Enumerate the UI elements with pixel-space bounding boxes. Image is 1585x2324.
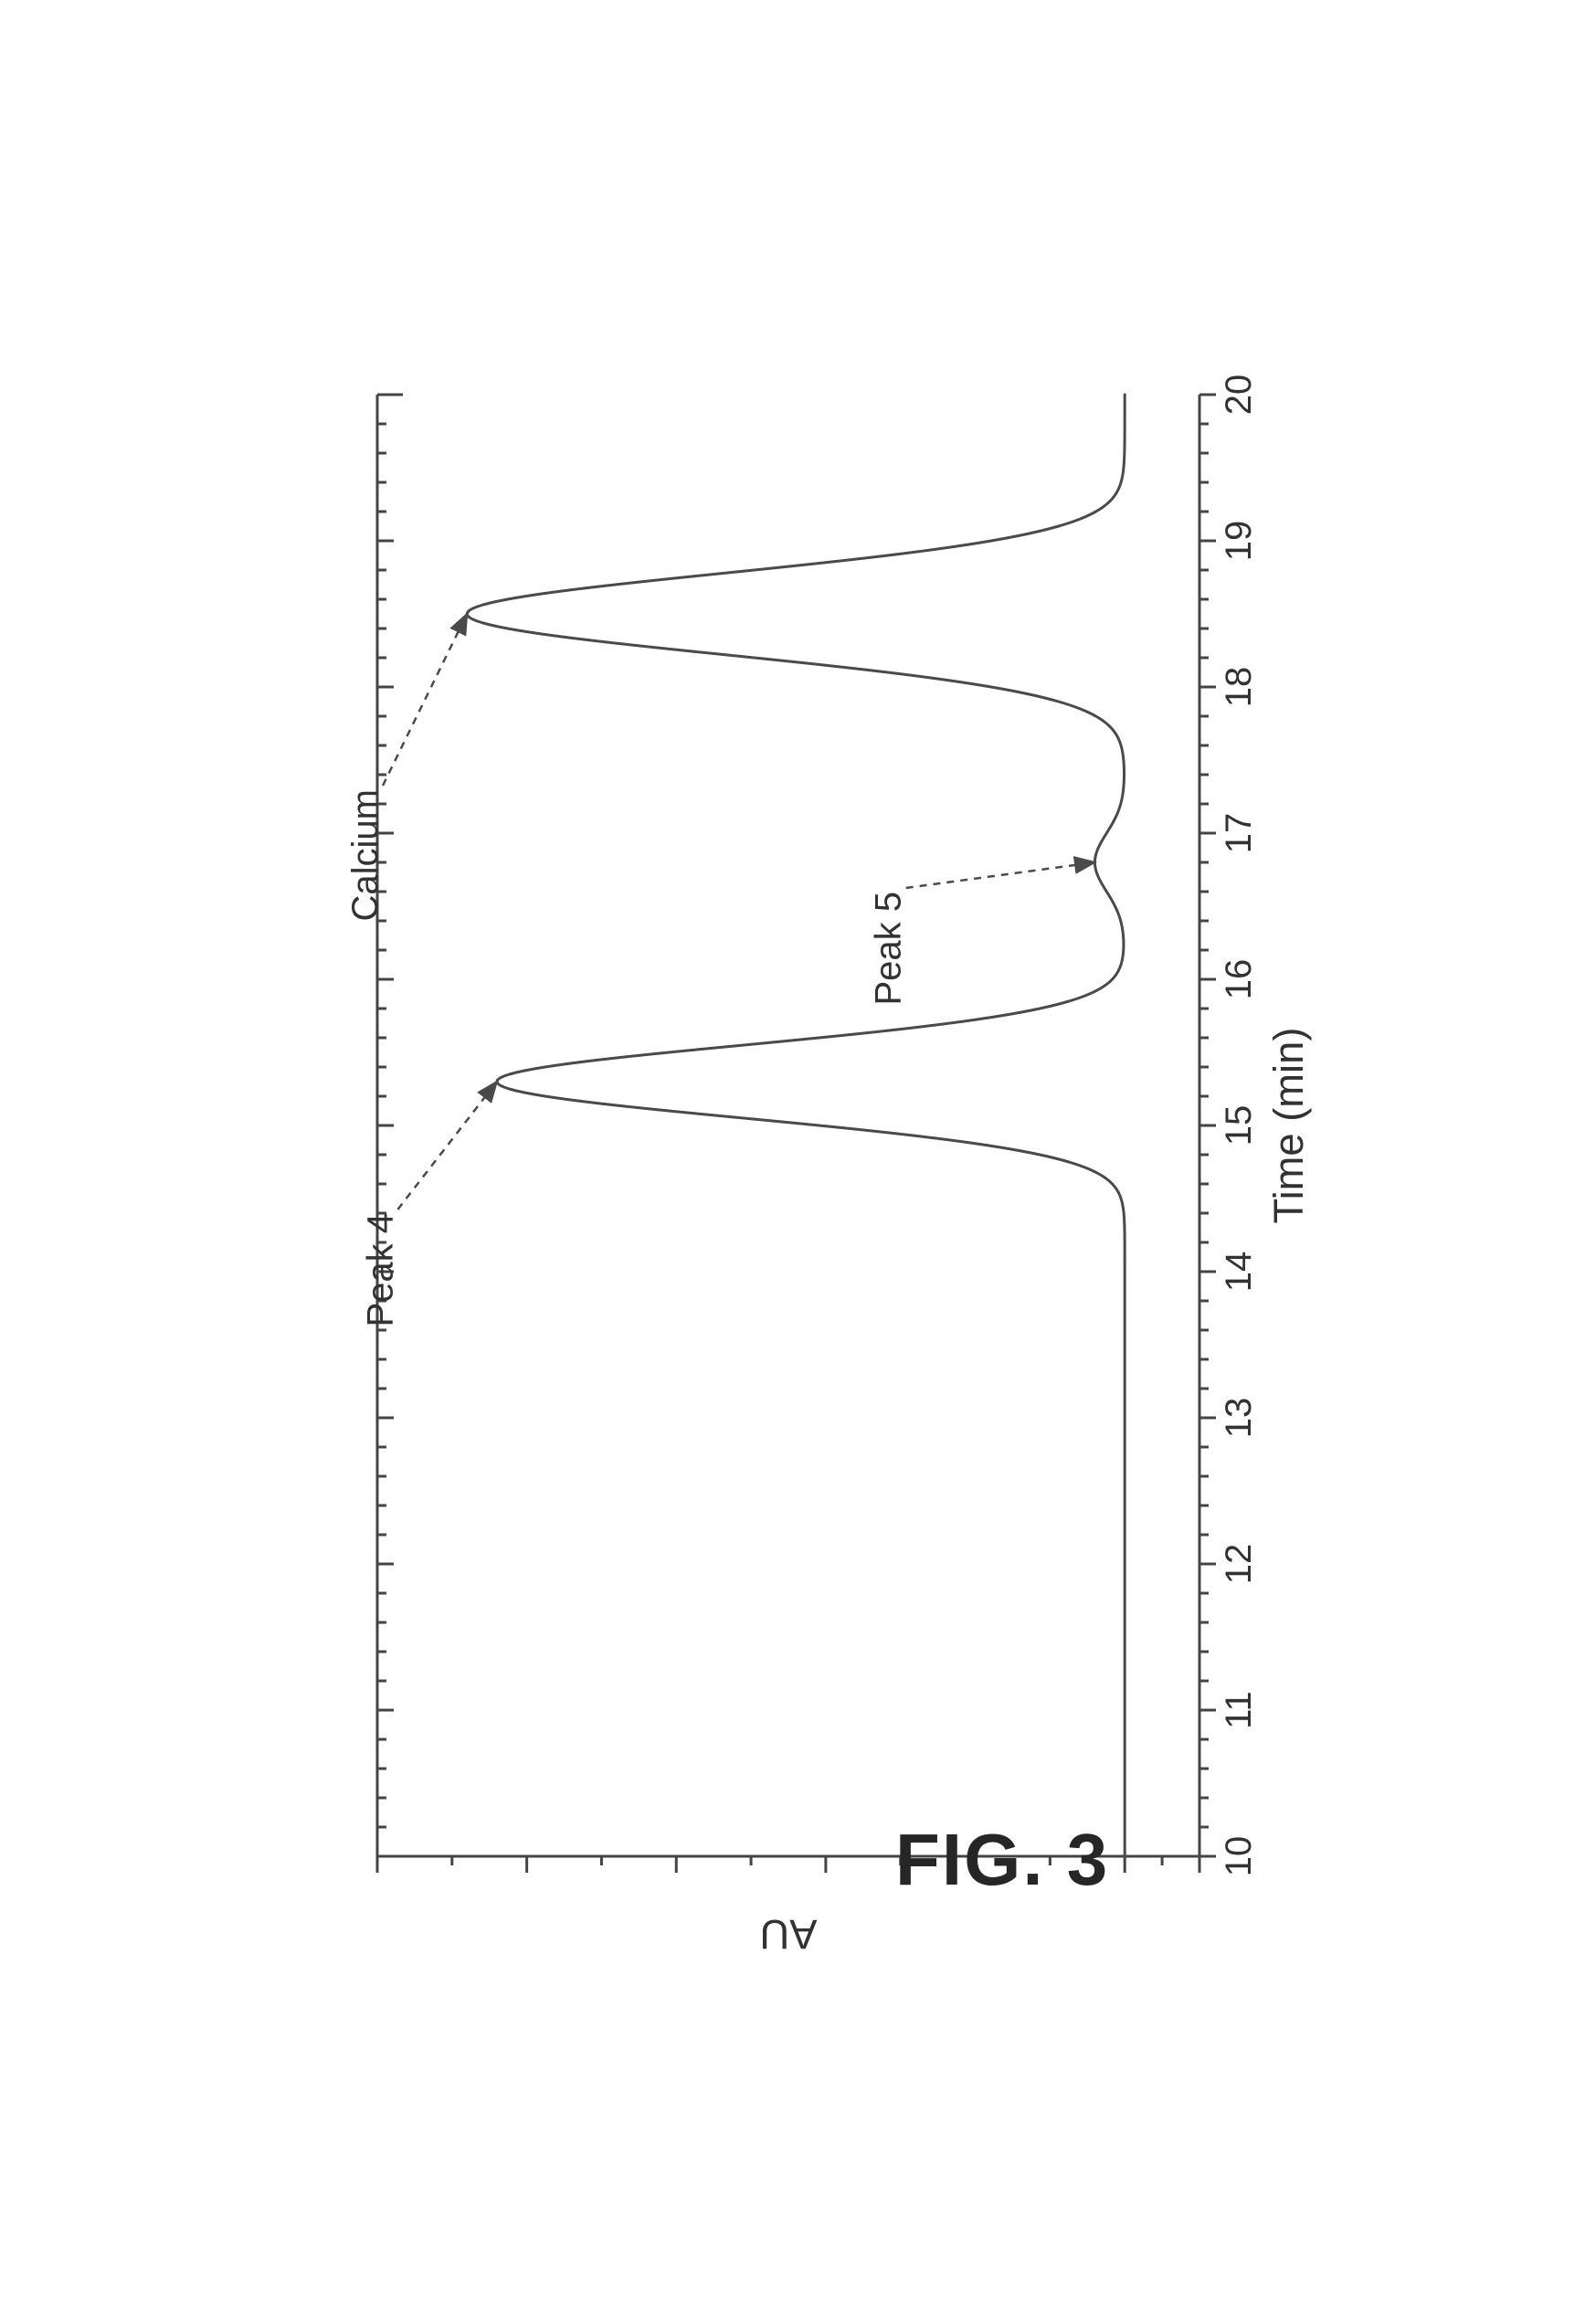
x-axis-label: Time (min) [1265,1028,1312,1224]
x-tick-label: 17 [1219,813,1259,854]
x-tick-label: 14 [1219,1252,1259,1293]
x-tick-label: 16 [1219,959,1259,1000]
x-tick-label: 19 [1219,521,1259,562]
x-tick-label: 11 [1219,1691,1259,1729]
peak4-label: Peak 4 [360,1213,400,1327]
x-tick-label: 18 [1219,667,1259,708]
x-tick-label: 20 [1219,375,1259,416]
peak5-label: Peak 5 [868,892,908,1006]
x-tick-label: 13 [1219,1398,1259,1439]
chromatogram-chart: 10 11 12 13 14 15 16 17 18 19 20 Time (min) AU Peak 4… [249,367,1337,1957]
calcium-label: Calcium [345,789,386,921]
x-tick-label: 15 [1219,1105,1259,1146]
x-tick-label: 10 [1219,1836,1259,1877]
figure-caption: FIG. 3 [895,1818,1109,1902]
y-axis-label: AU [759,1911,817,1957]
x-tick-label: 12 [1219,1544,1259,1585]
